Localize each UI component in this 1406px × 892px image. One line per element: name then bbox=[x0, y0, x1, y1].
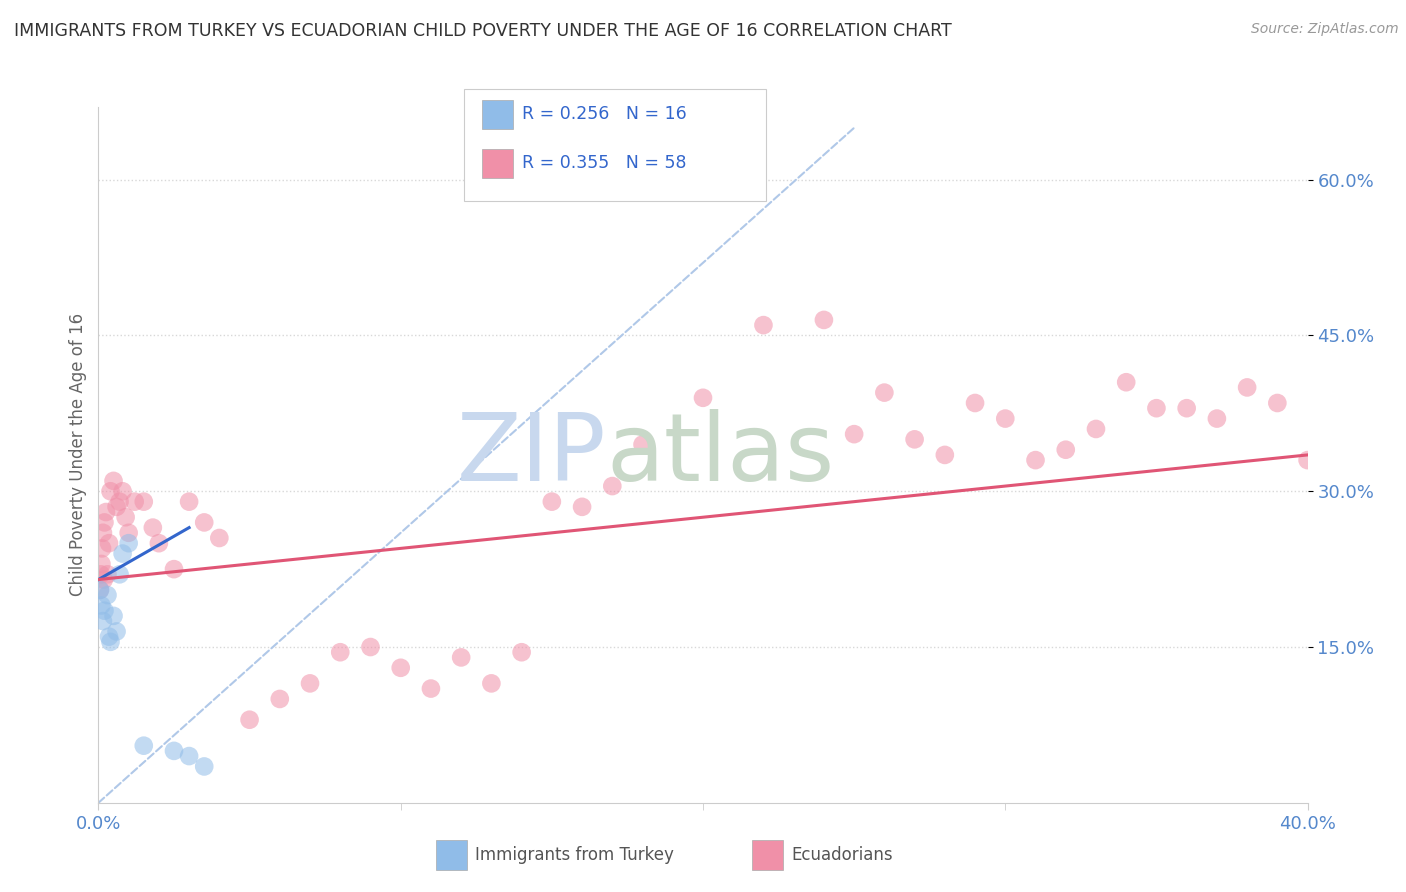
Point bbox=[118, 525, 141, 540]
Point bbox=[91, 541, 114, 556]
Point bbox=[994, 411, 1017, 425]
Point bbox=[602, 479, 624, 493]
Y-axis label: Child Poverty Under the Age of 16: Child Poverty Under the Age of 16 bbox=[69, 313, 87, 597]
Text: R = 0.355   N = 58: R = 0.355 N = 58 bbox=[522, 154, 686, 172]
Point bbox=[1206, 411, 1229, 425]
Point bbox=[108, 494, 131, 508]
Point bbox=[1175, 401, 1198, 416]
Point bbox=[193, 516, 215, 530]
Point bbox=[105, 500, 128, 514]
Text: Ecuadorians: Ecuadorians bbox=[792, 846, 893, 863]
Point bbox=[179, 749, 201, 764]
Point bbox=[100, 484, 122, 499]
Point bbox=[1144, 401, 1167, 416]
Point bbox=[208, 531, 231, 545]
Point bbox=[269, 692, 291, 706]
Point bbox=[420, 681, 443, 696]
Point bbox=[934, 448, 956, 462]
Point bbox=[1296, 453, 1319, 467]
Point bbox=[118, 536, 141, 550]
Point bbox=[124, 494, 146, 508]
Point bbox=[873, 385, 896, 400]
Point bbox=[1085, 422, 1108, 436]
Point bbox=[111, 484, 134, 499]
Point bbox=[329, 645, 352, 659]
Point bbox=[93, 573, 115, 587]
Point bbox=[360, 640, 382, 654]
Text: Immigrants from Turkey: Immigrants from Turkey bbox=[475, 846, 673, 863]
Point bbox=[965, 396, 987, 410]
Point bbox=[98, 630, 121, 644]
Point bbox=[510, 645, 533, 659]
Point bbox=[91, 614, 114, 628]
Point bbox=[450, 650, 472, 665]
Point bbox=[752, 318, 775, 332]
Point bbox=[105, 624, 128, 639]
Text: ZIP: ZIP bbox=[457, 409, 606, 501]
Text: atlas: atlas bbox=[606, 409, 835, 501]
Point bbox=[93, 604, 115, 618]
Point bbox=[571, 500, 593, 514]
Point bbox=[93, 516, 115, 530]
Text: IMMIGRANTS FROM TURKEY VS ECUADORIAN CHILD POVERTY UNDER THE AGE OF 16 CORRELATI: IMMIGRANTS FROM TURKEY VS ECUADORIAN CHI… bbox=[14, 22, 952, 40]
Point bbox=[239, 713, 262, 727]
Point bbox=[692, 391, 714, 405]
Point bbox=[91, 525, 114, 540]
Point bbox=[904, 433, 927, 447]
Point bbox=[163, 744, 186, 758]
Point bbox=[481, 676, 503, 690]
Text: R = 0.256   N = 16: R = 0.256 N = 16 bbox=[522, 105, 686, 123]
Point bbox=[90, 599, 112, 613]
Point bbox=[1115, 376, 1137, 390]
Point bbox=[132, 739, 155, 753]
Point bbox=[631, 437, 654, 451]
Point bbox=[111, 547, 134, 561]
Point bbox=[98, 536, 121, 550]
Point bbox=[96, 588, 118, 602]
Point bbox=[90, 557, 112, 571]
Point bbox=[1236, 380, 1258, 394]
Point bbox=[100, 635, 122, 649]
Point bbox=[389, 661, 412, 675]
Point bbox=[103, 608, 125, 623]
Point bbox=[1267, 396, 1289, 410]
Point bbox=[540, 494, 562, 508]
Text: Source: ZipAtlas.com: Source: ZipAtlas.com bbox=[1251, 22, 1399, 37]
Point bbox=[89, 582, 111, 597]
Point bbox=[163, 562, 186, 576]
Point bbox=[90, 567, 112, 582]
Point bbox=[179, 494, 201, 508]
Point bbox=[193, 759, 215, 773]
Point bbox=[813, 313, 835, 327]
Point bbox=[142, 520, 165, 534]
Point bbox=[96, 567, 118, 582]
Point bbox=[1054, 442, 1077, 457]
Point bbox=[89, 582, 111, 597]
Point bbox=[148, 536, 170, 550]
Point bbox=[114, 510, 136, 524]
Point bbox=[132, 494, 155, 508]
Point bbox=[103, 474, 125, 488]
Point bbox=[299, 676, 322, 690]
Point bbox=[1024, 453, 1046, 467]
Point bbox=[844, 427, 866, 442]
Point bbox=[108, 567, 131, 582]
Point bbox=[94, 505, 117, 519]
